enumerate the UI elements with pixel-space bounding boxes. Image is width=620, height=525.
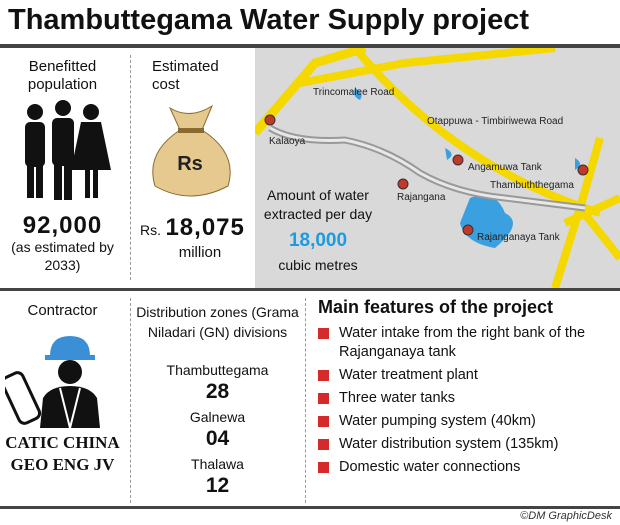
zone-count: 28 — [205, 380, 230, 403]
contractor-name: CATIC CHINA GEO ENG JV — [5, 433, 120, 474]
rule — [0, 506, 620, 509]
population-note: (as estimated by 2033) — [11, 239, 114, 273]
cost-unit: million — [178, 244, 222, 261]
rule — [0, 288, 620, 291]
zone-name: Thalawa — [191, 456, 244, 472]
population-label: Benefitted population — [27, 58, 98, 93]
road-label: Otappuwa - Timbiriwewa Road — [427, 116, 563, 127]
zone-count: 04 — [205, 427, 230, 450]
bullet — [318, 439, 329, 450]
cost-prefix: Rs. — [140, 222, 161, 238]
feature-item: Water intake from the right bank of the … — [318, 324, 618, 362]
people-icon — [25, 100, 111, 200]
features-list: Water intake from the right bank of the … — [318, 322, 618, 481]
map: Trincomalee Road Otappuwa - Timbiriwewa … — [255, 48, 620, 288]
feature-item: Water pumping system (40km) — [318, 412, 618, 431]
features-title: Main features of the project — [318, 297, 554, 317]
divider — [305, 298, 306, 503]
feature-text: Water distribution system (135km) — [339, 436, 559, 452]
money-bag-icon: Rs — [152, 104, 231, 197]
title: Thambuttegama Water Supply project — [8, 4, 529, 36]
zone-count: 12 — [205, 474, 230, 497]
divider — [130, 298, 131, 503]
place-label: Rajangana — [397, 192, 446, 203]
credit: ©DM GraphicDesk — [520, 510, 612, 522]
feature-text: Water treatment plant — [339, 367, 478, 383]
feature-text: Three water tanks — [339, 390, 456, 406]
water-unit: cubic metres — [278, 257, 358, 273]
zone-name: Galnewa — [189, 409, 246, 425]
zones-label: Distribution zones (Grama Niladari (GN) … — [136, 304, 299, 340]
bullet — [318, 370, 329, 381]
cost-value: 18,075 — [165, 214, 245, 241]
bullet — [318, 462, 329, 473]
place-label: Rajanganaya Tank — [477, 232, 561, 243]
feature-text: Domestic water connections — [339, 459, 521, 475]
bullet — [318, 393, 329, 404]
feature-item: Three water tanks — [318, 389, 618, 408]
water-label: Amount of water extracted per day — [258, 186, 378, 224]
water-value: 18,000 — [288, 230, 348, 251]
cost-label: Estimated cost — [152, 58, 219, 93]
feature-text: Water pumping system (40km) — [339, 413, 536, 429]
bullet — [318, 328, 329, 339]
feature-item: Domestic water connections — [318, 458, 618, 477]
feature-text: Water intake from the right bank of the … — [339, 325, 586, 360]
place-label: Kalaoya — [269, 136, 306, 147]
rule — [0, 44, 620, 48]
feature-item: Water distribution system (135km) — [318, 435, 618, 454]
place-label: Angamuwa Tank — [468, 162, 543, 173]
contractor-label: Contractor — [27, 302, 98, 319]
divider — [130, 55, 131, 280]
bullet — [318, 416, 329, 427]
feature-item: Water treatment plant — [318, 366, 618, 385]
place-label: Thambuththegama — [490, 180, 574, 191]
population-value: 92,000 — [22, 212, 103, 239]
zones-list: Thambuttegama 28 Galnewa 04 Thalawa 12 — [135, 362, 300, 503]
worker-icon — [5, 336, 100, 428]
currency-icon: Rs — [177, 153, 203, 175]
cost-line: Rs. 18,075 — [140, 214, 245, 242]
zone-name: Thambuttegama — [166, 362, 269, 378]
road-label: Trincomalee Road — [313, 87, 394, 98]
